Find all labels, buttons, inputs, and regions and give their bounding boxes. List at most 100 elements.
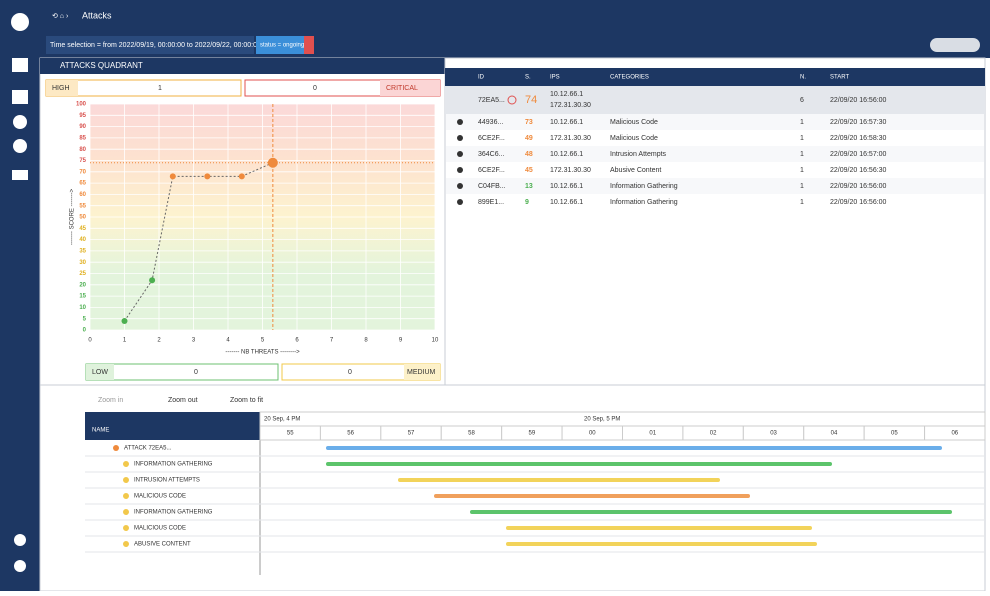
threat-row[interactable] [446, 130, 984, 146]
minute-label: 00 [589, 431, 596, 437]
threat-id: 44936... [478, 119, 503, 126]
threat-icon [457, 135, 463, 141]
y-tick-label: 90 [79, 124, 86, 130]
x-tick-label: 1 [123, 338, 127, 344]
point[interactable] [204, 173, 211, 180]
threat-row[interactable] [446, 146, 984, 162]
threat-ip: 10.12.66.1 [550, 151, 583, 158]
y-tick-label: 10 [79, 305, 86, 311]
y-tick-label: 65 [79, 181, 86, 187]
threat-icon [457, 167, 463, 173]
row-icon [123, 541, 129, 547]
x-tick-label: 9 [399, 338, 403, 344]
x-tick-label: 5 [261, 338, 265, 344]
high-label-bg [46, 80, 78, 96]
x-tick-label: 0 [88, 338, 92, 344]
time-filter[interactable] [46, 36, 254, 54]
x-tick-label: 6 [295, 338, 299, 344]
toggle[interactable] [930, 38, 980, 52]
theme-icon[interactable] [14, 534, 26, 546]
threat-icon [457, 183, 463, 189]
tag-close[interactable] [304, 36, 314, 54]
minute-cell [924, 425, 986, 441]
medium-label: MEDIUM [407, 369, 436, 376]
nav-icons[interactable]: ⟲ ⌂ › [52, 13, 69, 20]
stats-icon[interactable] [12, 90, 28, 104]
threat-score: 9 [525, 199, 529, 206]
row-icon [113, 445, 119, 451]
threat-score: 73 [525, 119, 533, 126]
status-tag[interactable] [256, 36, 314, 54]
threat-row[interactable] [446, 178, 984, 194]
y-tick-label: 25 [79, 271, 86, 277]
devices-icon[interactable] [12, 170, 28, 180]
low-label-bg [86, 364, 114, 380]
row-icon [123, 493, 129, 499]
row-label[interactable]: ATTACK 72EA5... [124, 446, 172, 452]
name-header-bg [85, 412, 260, 440]
threat-ip: 10.12.66.1 [550, 183, 583, 190]
y-tick-label: 45 [79, 226, 86, 232]
zoom-fit[interactable]: Zoom to fit [230, 397, 263, 404]
column-header: START [830, 75, 849, 81]
minute-label: 57 [408, 431, 415, 437]
point[interactable] [149, 277, 156, 284]
threat-count: 1 [800, 183, 804, 190]
row-label[interactable]: INFORMATION GATHERING [134, 462, 213, 468]
x-tick-label: 2 [157, 338, 161, 344]
zoom-in[interactable]: Zoom in [98, 397, 123, 404]
critical-value: 0 [313, 85, 317, 92]
point[interactable] [169, 173, 176, 180]
threat-category: Information Gathering [610, 183, 678, 190]
threat-icon [457, 151, 463, 157]
threat-icon [457, 199, 463, 205]
x-axis-label: ------- NB THREATS --------> [225, 350, 300, 356]
minute-label: 05 [891, 431, 898, 437]
minute-label: 02 [710, 431, 717, 437]
threat-row[interactable] [446, 114, 984, 130]
threat-id: C04FB... [478, 183, 506, 190]
threat-row[interactable] [446, 194, 984, 210]
threat-category: Intrusion Attempts [610, 151, 667, 158]
y-tick-label: 70 [79, 169, 86, 175]
y-tick-label: 20 [79, 282, 86, 288]
threat-id: 6CE2F... [478, 135, 505, 142]
point[interactable] [267, 157, 278, 168]
row-label[interactable]: MALICIOUS CODE [134, 494, 186, 500]
threat-icon[interactable] [13, 115, 27, 129]
minute-label: 04 [831, 431, 838, 437]
threat-row[interactable] [446, 162, 984, 178]
dashboard-icon[interactable] [12, 58, 28, 72]
threat-category: Information Gathering [610, 199, 678, 206]
y-tick-label: 55 [79, 203, 86, 209]
threat-id: 6CE2F... [478, 167, 505, 174]
row-label[interactable]: INFORMATION GATHERING [134, 510, 213, 516]
threat-start: 22/09/20 16:56:00 [830, 183, 887, 190]
date-row [259, 411, 986, 427]
row-label[interactable]: MALICIOUS CODE [134, 526, 186, 532]
attack-row[interactable] [445, 86, 985, 114]
user-icon[interactable] [14, 560, 26, 572]
threat-ip: 172.31.30.30 [550, 135, 591, 142]
row-label[interactable]: ABUSIVE CONTENT [134, 542, 191, 548]
medium-label-bg [404, 364, 440, 380]
attack-ip: 172.31.30.30 [550, 102, 591, 109]
threat-start: 22/09/20 16:58:30 [830, 135, 887, 142]
y-tick-label: 85 [79, 135, 86, 141]
attack-icon[interactable] [13, 139, 27, 153]
threat-score: 13 [525, 183, 533, 190]
row-icon [123, 461, 129, 467]
threat-score: 45 [525, 167, 533, 174]
point[interactable] [238, 173, 245, 180]
zoom-out[interactable]: Zoom out [168, 397, 198, 404]
status-icon [507, 95, 517, 105]
attack-ip: 10.12.66.1 [550, 91, 583, 98]
x-tick-label: 3 [192, 338, 196, 344]
threat-icon [457, 119, 463, 125]
row-label[interactable]: INTRUSION ATTEMPTS [134, 478, 200, 484]
critical-label: CRITICAL [386, 85, 418, 92]
y-tick-label: 50 [79, 215, 86, 221]
critical-label-bg [380, 80, 440, 96]
top-bar [40, 0, 990, 32]
point[interactable] [121, 317, 128, 324]
